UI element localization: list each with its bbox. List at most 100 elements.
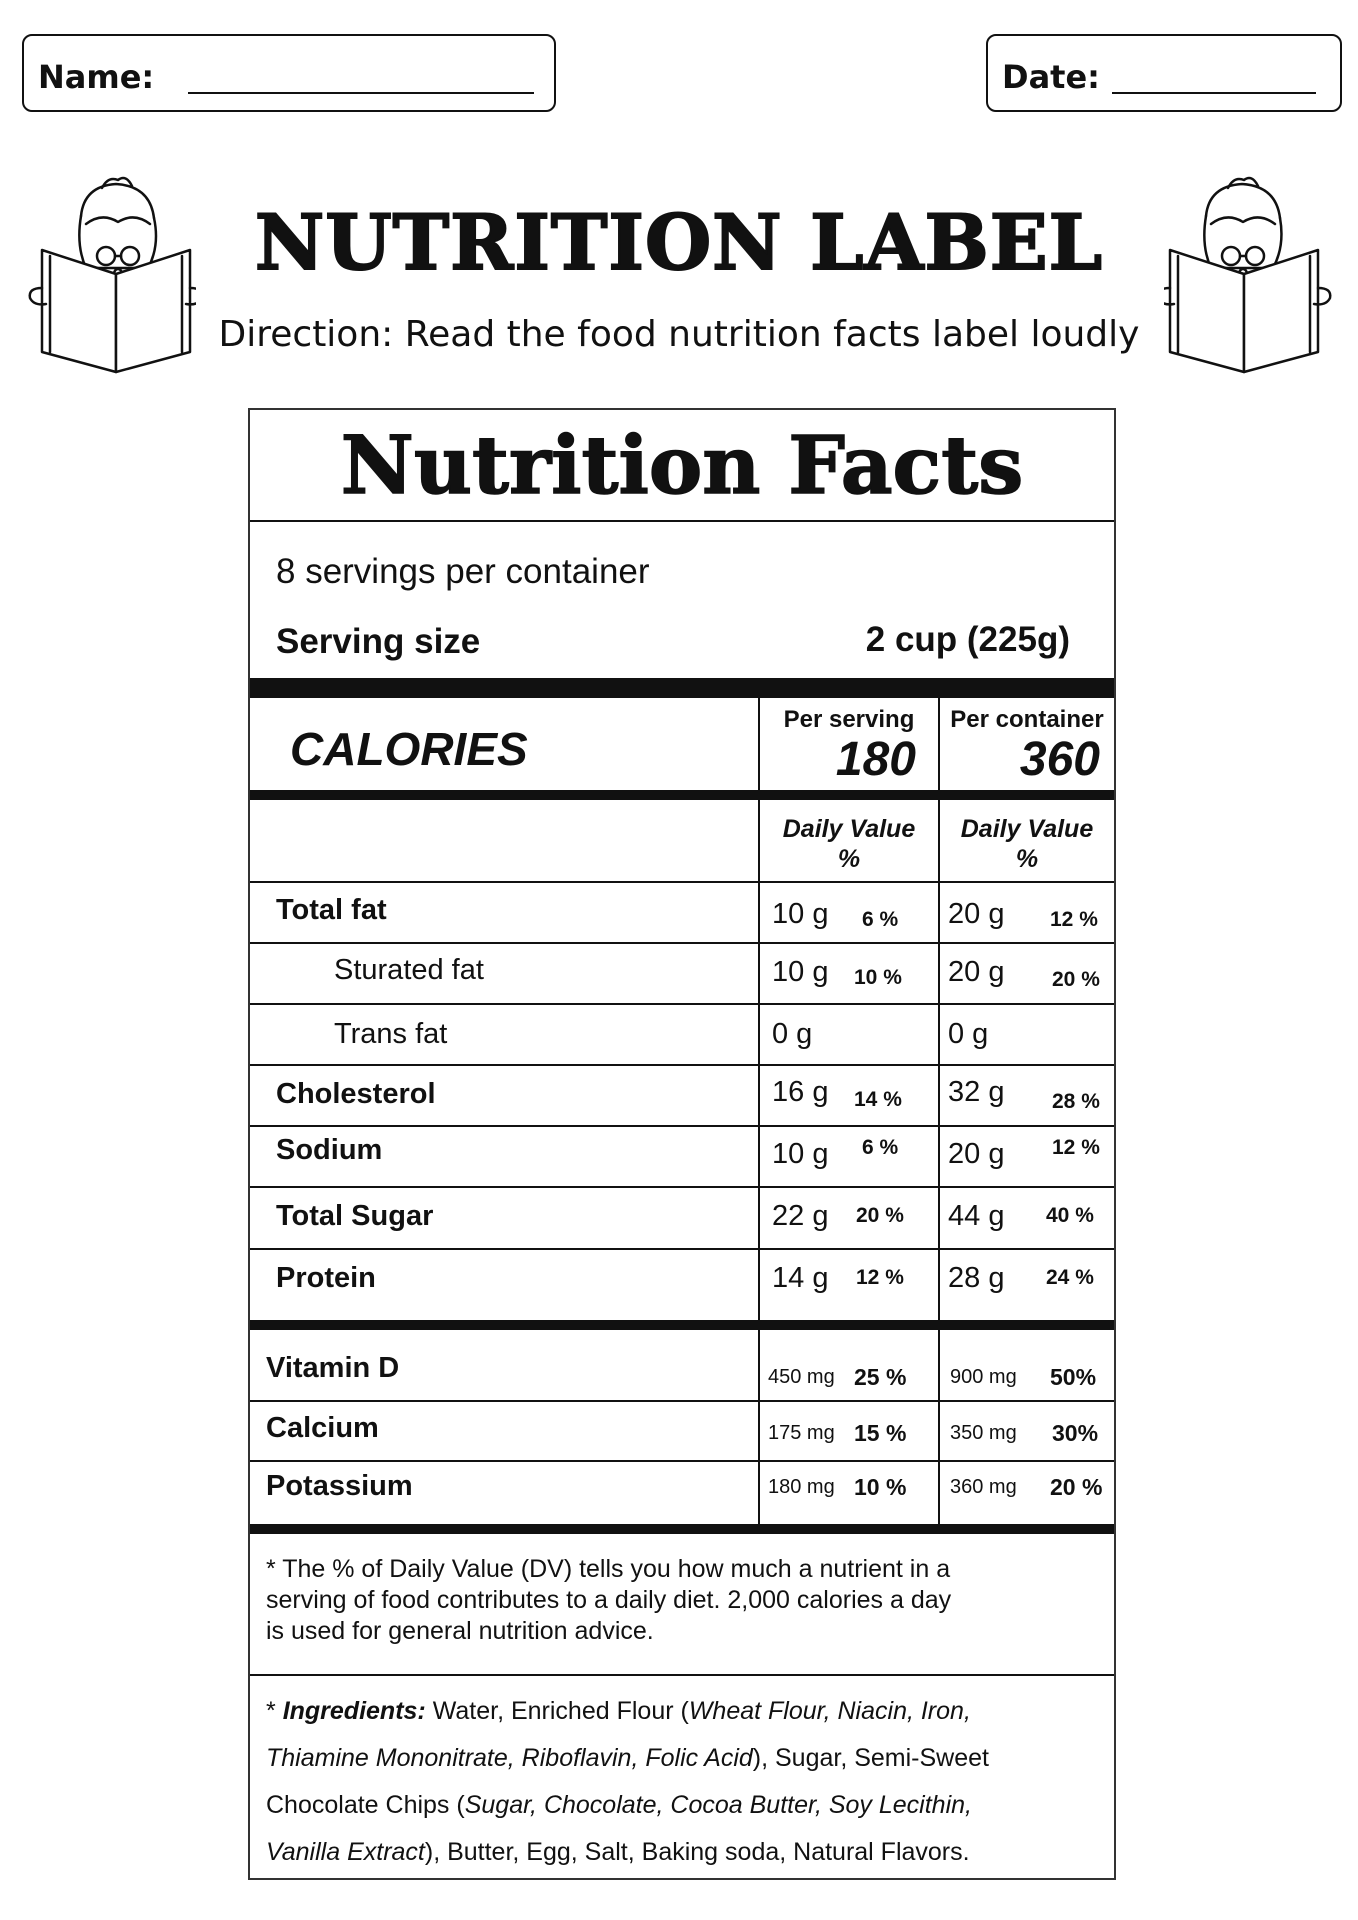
ingredients-label: Ingredients: — [282, 1697, 426, 1725]
serving-daily-value: 14 % — [854, 1088, 902, 1111]
ingredients-part: ), Butter, Egg, Salt, Baking soda, Natur… — [424, 1838, 970, 1866]
thick-divider — [250, 1320, 1114, 1330]
serving-daily-value: 12 % — [856, 1266, 904, 1289]
divider — [250, 520, 1114, 522]
ingredients-line: Thiamine Mononitrate, Riboflavin, Folic … — [266, 1735, 989, 1782]
container-daily-value: 28 % — [1052, 1090, 1100, 1113]
container-daily-value: 24 % — [1046, 1266, 1094, 1289]
serving-amount: 10 g — [772, 956, 829, 988]
container-amount: 900 mg — [950, 1366, 1017, 1388]
container-daily-value: 12 % — [1052, 1136, 1100, 1159]
ingredients-part: Chocolate Chips ( — [266, 1791, 465, 1819]
nutrient-name: Potassium — [266, 1470, 413, 1502]
divider — [250, 1003, 1114, 1005]
column-divider — [938, 800, 940, 1320]
serving-daily-value: 10 % — [854, 966, 902, 989]
footnote-line: is used for general nutrition advice. — [266, 1617, 654, 1645]
serving-daily-value: 6 % — [862, 1136, 899, 1159]
container-amount: 20 g — [948, 898, 1005, 930]
name-input-line[interactable] — [188, 92, 534, 94]
per-container-label: Per container — [950, 706, 1104, 733]
container-amount: 28 g — [948, 1262, 1005, 1294]
ingredients-line: * Ingredients: Water, Enriched Flour (Wh… — [266, 1688, 989, 1735]
nutrient-name: Calcium — [266, 1412, 379, 1444]
nutrient-name: Total fat — [276, 894, 387, 926]
ingredients-line: Chocolate Chips (Sugar, Chocolate, Cocoa… — [266, 1782, 989, 1829]
nutrient-name: Trans fat — [334, 1018, 448, 1050]
per-serving-label: Per serving — [783, 706, 915, 733]
daily-value-percent-sign: % — [1015, 845, 1039, 873]
date-label: Date: — [1002, 58, 1100, 96]
container-daily-value: 20 % — [1052, 968, 1100, 991]
container-amount: 44 g — [948, 1200, 1005, 1232]
ingredients-part: Vanilla Extract — [266, 1838, 425, 1866]
nutrient-name: Vitamin D — [266, 1352, 400, 1384]
divider — [250, 1064, 1114, 1066]
container-daily-value: 20 % — [1050, 1474, 1103, 1500]
nutrition-facts-title: Nutrition Facts — [340, 417, 1024, 513]
serving-daily-value: 6 % — [862, 908, 899, 931]
column-divider — [758, 800, 760, 1320]
daily-value-text: Daily Value — [782, 815, 916, 843]
divider — [250, 1674, 1114, 1676]
nutrient-name: Total Sugar — [276, 1200, 434, 1232]
divider — [250, 1125, 1114, 1127]
container-amount: 20 g — [948, 1138, 1005, 1170]
thick-divider — [250, 790, 1114, 800]
serving-amount: 14 g — [772, 1262, 829, 1294]
ingredients-part: ), Sugar, Semi-Sweet — [752, 1744, 989, 1772]
container-daily-value: 12 % — [1050, 908, 1098, 931]
container-amount: 0 g — [948, 1018, 989, 1050]
divider — [250, 942, 1114, 944]
nutrient-name: Protein — [276, 1262, 376, 1294]
serving-amount: 0 g — [772, 1018, 813, 1050]
serving-amount: 175 mg — [768, 1422, 835, 1444]
ingredients-part: Water, Enriched Flour ( — [425, 1697, 689, 1725]
calories-per-container: 360 — [1019, 733, 1100, 786]
footnote-line: serving of food contributes to a daily d… — [266, 1586, 952, 1614]
date-field-box: Date: — [986, 34, 1342, 112]
daily-value-footnote: * The % of Daily Value (DV) tells you ho… — [266, 1554, 951, 1647]
serving-amount: 450 mg — [768, 1366, 835, 1388]
name-label: Name: — [38, 58, 155, 96]
footnote-line: * The % of Daily Value (DV) tells you ho… — [266, 1555, 951, 1583]
divider — [250, 1400, 1114, 1402]
column-divider — [938, 698, 940, 790]
serving-amount: 10 g — [772, 898, 829, 930]
container-daily-value: 50% — [1050, 1364, 1097, 1390]
container-amount: 360 mg — [950, 1476, 1017, 1498]
nutrition-facts-label: Nutrition Facts 8 servings per container… — [248, 408, 1116, 1880]
serving-amount: 10 g — [772, 1138, 829, 1170]
container-daily-value: 30% — [1052, 1420, 1099, 1446]
serving-daily-value: 10 % — [854, 1474, 907, 1500]
ingredients-star: * — [266, 1697, 283, 1725]
reading-child-right-illustration — [1164, 176, 1332, 374]
ingredients-text: * Ingredients: Water, Enriched Flour (Wh… — [266, 1688, 989, 1876]
direction-text: Direction: Read the food nutrition facts… — [218, 314, 1140, 355]
ingredients-part: Thiamine Mononitrate, Riboflavin, Folic … — [266, 1744, 753, 1772]
container-daily-value: 40 % — [1046, 1204, 1094, 1227]
nutrient-name: Sodium — [276, 1134, 383, 1166]
daily-value-header-container: Daily Value % — [940, 814, 1114, 874]
calories-per-serving: 180 — [835, 733, 916, 786]
serving-daily-value: 25 % — [854, 1364, 907, 1390]
thick-divider — [250, 1524, 1114, 1534]
calories-label: CALORIES — [290, 723, 528, 775]
serving-amount: 180 mg — [768, 1476, 835, 1498]
divider — [250, 1460, 1114, 1462]
ingredients-part: Wheat Flour, Niacin, Iron, — [688, 1697, 971, 1725]
column-divider — [758, 698, 760, 790]
column-divider — [938, 1330, 940, 1524]
container-amount: 20 g — [948, 956, 1005, 988]
page-title: NUTRITION LABEL — [254, 197, 1104, 288]
serving-size-label: Serving size — [276, 622, 481, 661]
container-amount: 350 mg — [950, 1422, 1017, 1444]
serving-amount: 16 g — [772, 1076, 829, 1108]
divider — [250, 1186, 1114, 1188]
date-input-line[interactable] — [1112, 92, 1316, 94]
column-divider — [758, 1330, 760, 1524]
container-amount: 32 g — [948, 1076, 1005, 1108]
ingredients-line: Vanilla Extract), Butter, Egg, Salt, Bak… — [266, 1829, 989, 1876]
serving-daily-value: 20 % — [856, 1204, 904, 1227]
thick-divider — [250, 678, 1114, 698]
